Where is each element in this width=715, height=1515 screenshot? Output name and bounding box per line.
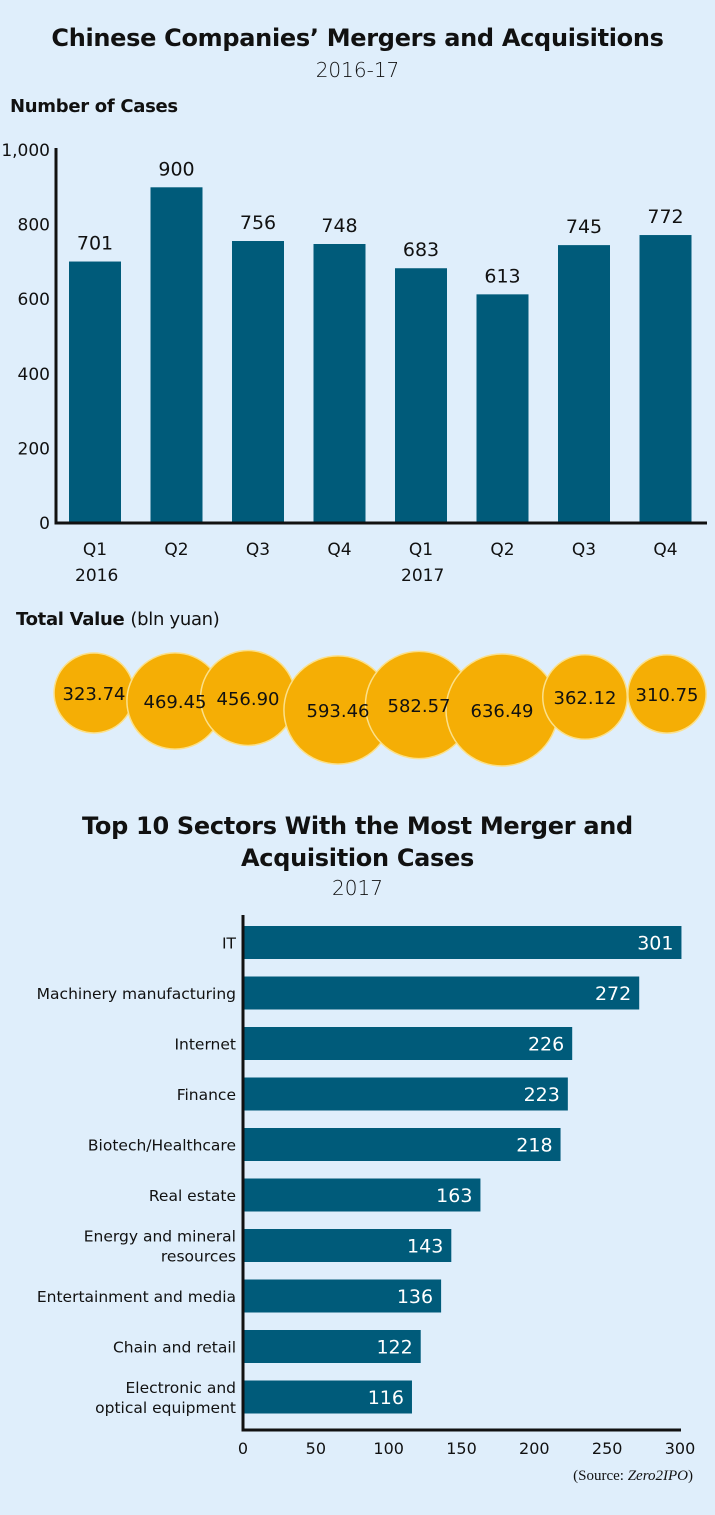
- bubble-value-label: 636.49: [471, 701, 534, 722]
- sector-label: Real estate: [149, 1187, 236, 1205]
- sector-value-label: 116: [368, 1387, 404, 1409]
- bubble-value-label: 593.46: [307, 701, 370, 722]
- bar-value-label: 745: [566, 216, 602, 238]
- bubble-value-label: 582.57: [388, 696, 451, 717]
- value-bubble-chart: 323.74 469.45 456.90 593.46 582.57 636.49 362.…: [53, 649, 707, 767]
- sector-bar: [243, 1380, 412, 1414]
- x-tick-year: 2016: [75, 566, 118, 586]
- sector-value-label: 143: [407, 1236, 443, 1258]
- x-tick-label: 150: [446, 1439, 477, 1458]
- bar-value-label: 900: [158, 158, 194, 180]
- bar-value-label: 701: [77, 233, 113, 255]
- source-suffix: ): [688, 1468, 693, 1484]
- bar-value-label: 683: [403, 239, 439, 261]
- cases-chart-label: Number of Cases: [10, 96, 178, 117]
- value-chart-label: Total Value (bln yuan): [16, 609, 220, 630]
- bar: [395, 268, 447, 523]
- x-tick-label: 200: [519, 1439, 550, 1458]
- x-tick-label: 0: [238, 1439, 248, 1458]
- bubble-value-label: 310.75: [636, 685, 699, 706]
- x-tick-quarter: Q3: [572, 540, 596, 560]
- sector-bar: [243, 1229, 452, 1262]
- bar: [232, 241, 284, 523]
- sector-label: IT: [222, 935, 237, 953]
- bar: [313, 243, 366, 523]
- y-tick-label: 200: [18, 439, 50, 459]
- x-tick-label: 100: [373, 1439, 404, 1458]
- sectors-bar-chart: 301 272 226 223 218 163 143 136 122 116 IT Machine…: [37, 915, 696, 1458]
- cases-bar-chart: 0 200 400 600 800 1,000 701 900 756 748 683 613 745…: [1, 141, 707, 586]
- x-tick-quarter: Q2: [490, 540, 514, 560]
- y-tick-label: 800: [18, 216, 50, 236]
- sector-bar: [243, 1027, 573, 1060]
- bubble-value-label: 362.12: [554, 688, 617, 709]
- sector-label: Entertainment and media: [37, 1288, 236, 1306]
- sector-value-label: 122: [376, 1337, 412, 1359]
- y-tick-label: 400: [18, 365, 50, 385]
- sector-label: Machinery manufacturing: [37, 985, 236, 1003]
- sector-value-label: 163: [436, 1185, 472, 1207]
- value-bubble: [627, 654, 707, 734]
- sector-value-label: 301: [637, 933, 673, 955]
- x-tick-quarter: Q1: [409, 540, 433, 560]
- bubble-value-label: 469.45: [144, 692, 207, 713]
- sectors-title-line2: Acquisition Cases: [241, 844, 474, 872]
- bubble-value-label: 323.74: [63, 684, 126, 705]
- value-label-title: Total Value: [16, 609, 125, 630]
- x-tick-quarter: Q4: [653, 540, 677, 560]
- sector-value-label: 223: [524, 1084, 560, 1106]
- bar-value-label: 613: [484, 265, 520, 287]
- x-tick-label: 300: [665, 1439, 696, 1458]
- sector-bar: [243, 926, 682, 959]
- sector-value-label: 136: [397, 1286, 433, 1308]
- x-tick-quarter: Q1: [83, 540, 107, 560]
- x-tick-year: 2017: [401, 566, 444, 586]
- bar: [639, 235, 692, 523]
- sector-label: optical equipment: [95, 1399, 236, 1417]
- sector-bar: [243, 1077, 568, 1111]
- sector-label: Biotech/Healthcare: [88, 1137, 236, 1155]
- sector-bar: [243, 1128, 561, 1161]
- x-tick-quarter: Q3: [246, 540, 270, 560]
- sector-label: Electronic and: [126, 1379, 237, 1397]
- bar: [69, 261, 121, 523]
- sector-label: Internet: [174, 1036, 236, 1054]
- sector-bar: [243, 1279, 442, 1313]
- value-label-unit: (bln yuan): [130, 609, 220, 630]
- x-tick-quarter: Q4: [327, 540, 351, 560]
- y-tick-label: 0: [39, 514, 50, 534]
- sectors-title-line1: Top 10 Sectors With the Most Merger and: [82, 812, 633, 840]
- sector-value-label: 272: [595, 983, 631, 1005]
- y-tick-label: 1,000: [1, 141, 50, 161]
- sector-label: Chain and retail: [113, 1339, 236, 1357]
- x-tick-quarter: Q2: [164, 540, 188, 560]
- sector-bar: [243, 976, 640, 1010]
- x-tick-label: 50: [306, 1439, 326, 1458]
- page-subtitle: 2016-17: [315, 58, 400, 82]
- x-tick-label: 250: [592, 1439, 623, 1458]
- bar-value-label: 756: [240, 212, 276, 234]
- source-note: (Source: Zero2IPO): [573, 1468, 693, 1485]
- bar: [150, 187, 203, 524]
- sectors-subtitle: 2017: [332, 876, 383, 900]
- bar: [476, 294, 529, 523]
- source-prefix: (Source:: [573, 1468, 628, 1484]
- bar-value-label: 748: [321, 215, 357, 237]
- source-name: Zero2IPO: [627, 1468, 688, 1484]
- sector-label: Finance: [177, 1086, 236, 1104]
- bubble-value-label: 456.90: [217, 689, 280, 710]
- bar: [558, 245, 610, 523]
- page-title: Chinese Companies’ Mergers and Acquisiti…: [51, 24, 664, 52]
- sector-value-label: 226: [528, 1034, 564, 1056]
- sector-value-label: 218: [516, 1135, 552, 1157]
- sector-bar: [243, 1330, 421, 1363]
- sector-bar: [243, 1178, 481, 1212]
- sector-label: resources: [161, 1248, 236, 1266]
- bar-value-label: 772: [647, 206, 683, 228]
- y-tick-label: 600: [18, 290, 50, 310]
- sector-label: Energy and mineral: [84, 1228, 236, 1246]
